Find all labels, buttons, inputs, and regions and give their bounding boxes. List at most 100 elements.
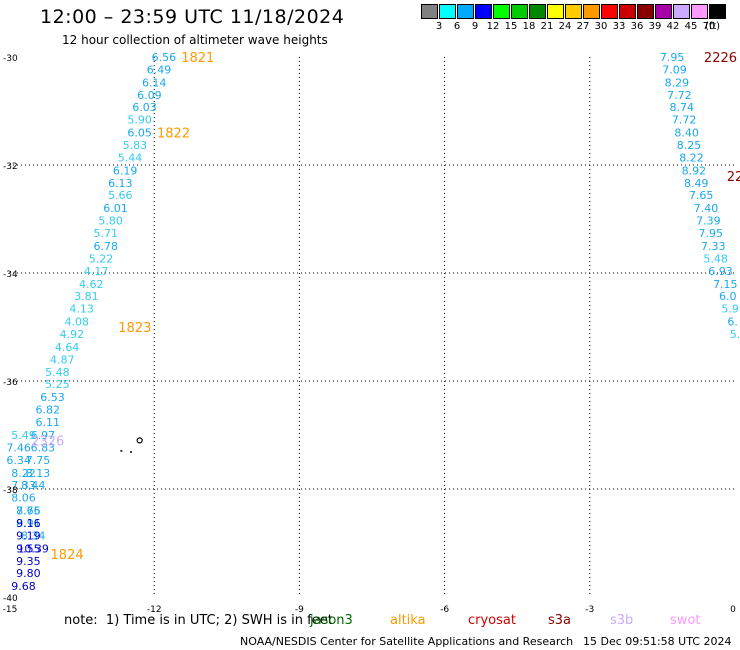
- legend-swatch: [709, 4, 726, 19]
- wave-height-value: 6.53: [40, 391, 65, 404]
- pass-labels: 1821 1822 1823 1824 2326 2226 22: [31, 51, 740, 563]
- wave-height-value: 9.16: [16, 517, 41, 530]
- pass-time-label: 1823: [118, 321, 151, 336]
- legend-swatch: [655, 4, 672, 19]
- legend-label: 21: [540, 21, 554, 32]
- wave-height-value: 7.09: [662, 63, 687, 76]
- legend-label: 33: [612, 21, 626, 32]
- wave-height-value: 7.72: [667, 89, 692, 102]
- wave-height-value: 6.11: [35, 416, 60, 429]
- wave-height-value: 8.74: [670, 101, 695, 114]
- legend-swatch: [511, 4, 528, 19]
- wave-height-value: 8.40: [674, 127, 699, 140]
- satellite-label-jason3: jason3: [310, 613, 353, 628]
- wave-height-value: 6.09: [137, 89, 162, 102]
- wave-height-value: 6.13: [108, 177, 133, 190]
- wave-height-value: 9.55: [16, 542, 41, 555]
- wave-height-value: 9.19: [16, 529, 41, 542]
- wave-height-value: 7.33: [11, 479, 36, 492]
- track-altika: 6.566.496.146.096.035.906.055.835.446.19…: [16, 51, 176, 555]
- wave-height-value: 7.72: [672, 114, 697, 127]
- wave-height-value: 7.33: [701, 240, 726, 253]
- wave-height-value: 4.13: [69, 303, 94, 316]
- legend-label: 70: [702, 21, 716, 32]
- wave-height-value: 8.44: [21, 479, 46, 492]
- wave-height-value: 6.05: [127, 127, 152, 140]
- legend-label: 12: [486, 21, 500, 32]
- lat-tick-label: -38: [3, 486, 18, 496]
- wave-height-value: 7.65: [689, 189, 714, 202]
- map-grid: [9, 57, 735, 597]
- legend-label: 3: [435, 21, 443, 32]
- lon-tick-label: -12: [147, 605, 162, 615]
- wave-height-value: 5.9: [721, 303, 739, 316]
- wave-height-value: 8.34: [21, 529, 46, 542]
- legend-swatch: [619, 4, 636, 19]
- lat-tick-label: -36: [3, 378, 18, 388]
- legend-label: 45: [684, 21, 698, 32]
- wave-height-value: 8.22: [11, 467, 36, 480]
- credit-text: NOAA/NESDIS Center for Satellite Applica…: [240, 635, 574, 648]
- legend-swatch: [439, 4, 456, 19]
- wave-height-value: 4.87: [50, 353, 75, 366]
- wave-height-value: 5.49: [11, 429, 36, 442]
- legend-label: 27: [576, 21, 590, 32]
- legend-swatch: [601, 4, 618, 19]
- satellite-label-s3a: s3a: [548, 613, 572, 628]
- island-marker: [136, 437, 143, 444]
- wave-height-value: 5.22: [89, 252, 114, 265]
- legend-swatch: [565, 4, 582, 19]
- axis-labels: -30-32-34-36-38-40-15 -12 -9 -6 -3 0: [3, 54, 736, 615]
- pass-time-label: 22: [727, 170, 740, 185]
- legend-swatch: [583, 4, 600, 19]
- wave-height-value: 8.49: [684, 177, 709, 190]
- legend-swatch: [673, 4, 690, 19]
- lon-tick-label: -15: [3, 605, 18, 615]
- wave-height-value: 6.0: [719, 290, 737, 303]
- wave-height-value: 4.08: [65, 316, 90, 329]
- wave-height-value: 5.71: [94, 227, 119, 240]
- legend-label: 39: [648, 21, 662, 32]
- lon-tick-label: -3: [585, 605, 594, 615]
- wave-height-value: 6.34: [6, 454, 31, 467]
- pass-time-label: 1821: [181, 51, 214, 66]
- island-marker: [130, 451, 132, 453]
- legend-label: 9: [471, 21, 479, 32]
- wave-height-value: 6.01: [103, 202, 128, 215]
- wave-height-value: 8.92: [682, 164, 707, 177]
- altimeter-tracks: 6.566.496.146.096.035.906.055.835.446.19…: [6, 51, 740, 593]
- timestamp-text: 15 Dec 09:51:58 UTC 2024: [583, 635, 732, 648]
- islands: [120, 437, 143, 453]
- wave-height-value: 6.83: [31, 441, 56, 454]
- legend-label: 6: [453, 21, 461, 32]
- legend-label: 30: [594, 21, 608, 32]
- wave-height-value: 5.48: [45, 366, 70, 379]
- wave-height-value: 6.97: [31, 429, 56, 442]
- wave-height-value: 8.13: [26, 467, 51, 480]
- lat-tick-label: -34: [3, 270, 18, 280]
- legend-swatch: [421, 4, 438, 19]
- wave-height-value: 6.93: [708, 265, 733, 278]
- wave-height-value: 6.78: [94, 240, 119, 253]
- track-s3b: 5.497.466.348.227.338.067.669.169.199.55…: [6, 429, 40, 593]
- island-marker: [120, 450, 123, 452]
- satellite-label-swot: swot: [670, 613, 701, 628]
- wave-height-value: 5.83: [123, 139, 148, 152]
- wave-height-value: 3.81: [74, 290, 99, 303]
- wave-height-value: 10.39: [17, 542, 49, 555]
- wave-height-value: 7.15: [713, 278, 738, 291]
- wave-height-value: 4.64: [55, 341, 80, 354]
- wave-height-value: 7.75: [26, 454, 51, 467]
- legend-label: 15: [504, 21, 518, 32]
- pass-time-label: 1824: [51, 548, 84, 563]
- wave-height-value: 5.90: [127, 114, 152, 127]
- wave-height-value: 5.48: [703, 252, 728, 265]
- wave-height-value: 6.19: [113, 164, 138, 177]
- satellite-label-altika: altika: [390, 613, 426, 628]
- pass-time-label: 1822: [157, 127, 190, 142]
- wave-height-value: 6.: [727, 316, 738, 329]
- legend-label: 24: [558, 21, 572, 32]
- legend-swatch: [691, 4, 708, 19]
- wave-height-value: 6.14: [142, 76, 167, 89]
